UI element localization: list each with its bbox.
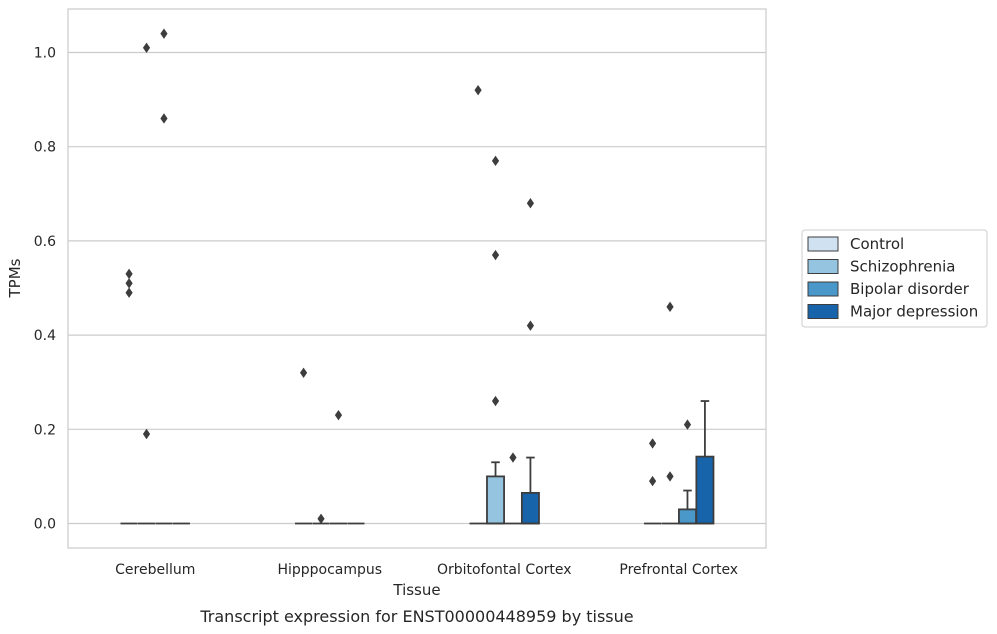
legend-frame	[801, 229, 988, 328]
x-axis-ticks: Cerebellum Hipppocampus Orbitofontal Corte…	[115, 562, 738, 578]
legend-label: Control	[850, 235, 904, 253]
outlier-point	[142, 42, 151, 53]
y-tick-label: 1.0	[34, 46, 56, 62]
box-group	[661, 301, 679, 525]
x-tick-label: Orbitofontal Cortex	[437, 562, 572, 578]
box-group	[295, 367, 313, 525]
legend-swatch	[807, 304, 839, 319]
box-group	[120, 268, 138, 525]
y-tick-label: 0.0	[34, 517, 56, 533]
legend-swatch	[807, 259, 839, 274]
y-axis-label: TPMs	[6, 258, 24, 298]
box-body	[695, 455, 715, 525]
outlier-point	[526, 198, 535, 209]
box-group	[312, 513, 330, 525]
outlier-point	[491, 249, 500, 261]
plot-frame	[67, 8, 767, 549]
gridlines	[68, 51, 766, 525]
y-axis-ticks: 0.0 0.2 0.4 0.6 0.8 1.0	[34, 46, 56, 533]
outlier-point	[509, 452, 517, 463]
y-tick-label: 0.8	[34, 140, 56, 156]
outlier-point	[491, 155, 500, 167]
x-tick-label: Cerebellum	[115, 562, 195, 578]
box-group	[644, 438, 662, 525]
box-group	[520, 198, 540, 525]
outlier-point	[648, 438, 657, 449]
box-group	[329, 409, 348, 525]
outlier-point	[142, 428, 151, 440]
outlier-point	[648, 475, 657, 487]
outlier-point	[125, 278, 133, 289]
box-group	[504, 452, 522, 525]
legend-swatch	[807, 236, 839, 252]
legend-label: Major depression	[850, 303, 978, 321]
outlier-point	[683, 419, 692, 430]
outlier-point	[160, 113, 168, 124]
x-axis-label: Tissue	[392, 581, 440, 599]
outlier-point	[666, 471, 674, 482]
box-body	[520, 491, 540, 525]
box-group	[486, 155, 505, 525]
outlier-point	[334, 409, 343, 421]
box-group	[678, 419, 697, 525]
outlier-point	[299, 367, 308, 378]
box-body	[678, 508, 697, 525]
legend-swatch	[807, 281, 839, 297]
legend: Control Schizophrenia Bipolar disorder Majo…	[801, 229, 988, 328]
chart-caption: Transcript expression for ENST0000044895…	[199, 607, 633, 626]
box-group	[155, 28, 173, 525]
outlier-point	[526, 320, 535, 331]
outlier-point	[474, 84, 482, 96]
box-group	[695, 400, 715, 525]
y-tick-label: 0.4	[34, 328, 56, 344]
x-tick-label: Hipppocampus	[277, 562, 382, 578]
outlier-point	[160, 28, 168, 39]
legend-label: Bipolar disorder	[850, 280, 970, 298]
outlier-point	[317, 513, 325, 524]
box-group	[469, 84, 487, 525]
y-tick-label: 0.2	[34, 422, 56, 438]
outlier-point	[666, 301, 674, 313]
box-marks	[120, 28, 715, 525]
legend-label: Schizophrenia	[850, 258, 955, 276]
y-tick-label: 0.6	[34, 234, 56, 250]
box-group	[137, 42, 156, 525]
outlier-point	[125, 268, 133, 280]
x-tick-label: Prefrontal Cortex	[619, 562, 738, 578]
box-body	[486, 475, 505, 525]
outlier-point	[125, 287, 133, 298]
outlier-point	[491, 395, 500, 407]
